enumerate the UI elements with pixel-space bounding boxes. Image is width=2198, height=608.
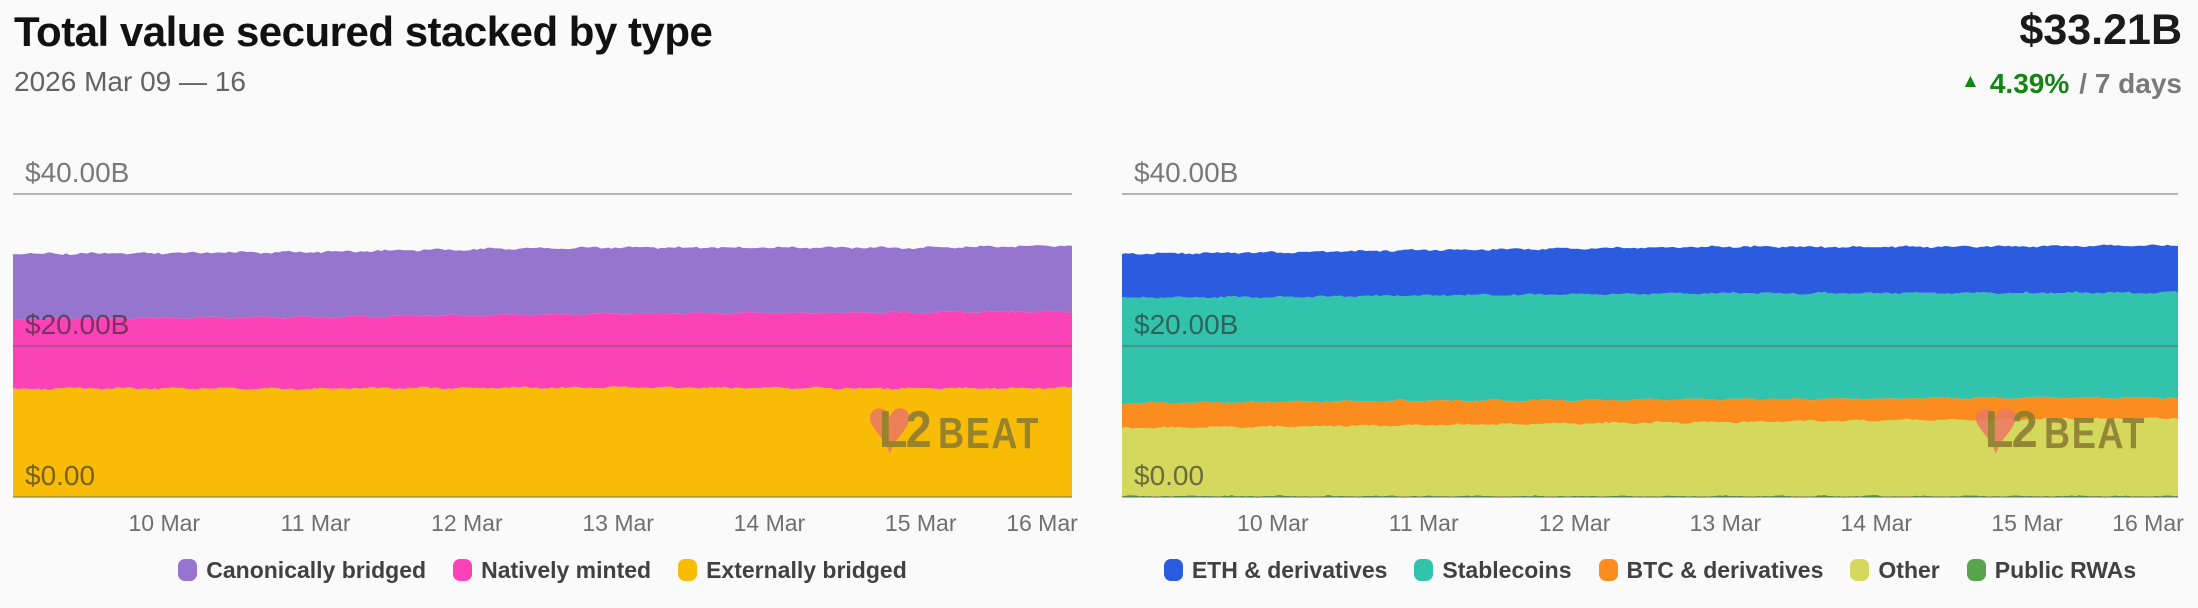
x-axis-label: 13 Mar <box>1689 510 1762 536</box>
area-other <box>1122 417 2178 498</box>
date-range: 2026 Mar 09 — 16 <box>14 66 246 97</box>
x-axis-label: 12 Mar <box>431 510 503 536</box>
legend-label: Other <box>1878 556 1940 583</box>
gridline <box>13 344 1072 347</box>
legend-item-btc-derivatives[interactable]: BTC & derivatives <box>1598 556 1824 584</box>
x-axis-label: 11 Mar <box>1388 510 1459 536</box>
x-axis-label: 13 Mar <box>582 510 654 536</box>
legend-swatch <box>1163 559 1183 581</box>
y-axis-label: $20.00B <box>25 308 130 340</box>
x-axis-label: 10 Mar <box>128 510 201 536</box>
legend-label: BTC & derivatives <box>1626 556 1824 583</box>
asset-category-legend: ETH & derivatives Stablecoins BTC & deriva… <box>1122 548 2178 592</box>
legend-swatch <box>1414 559 1434 581</box>
gridline <box>13 496 1072 498</box>
bridge-type-chart[interactable]: ♥ L2 BEAT $40.00B $20.00B $0.00 10 Mar 11 Ma… <box>13 110 1078 548</box>
legend-swatch <box>453 559 473 581</box>
x-axis-label: 15 Mar <box>1991 510 2063 536</box>
legend-label: Canonically bridged <box>206 556 427 583</box>
x-axis-label: 15 Mar <box>884 510 957 536</box>
legend-item-public-rwas[interactable]: Public RWAs <box>1966 556 2137 584</box>
gridline <box>1122 193 2178 195</box>
legend-item-stablecoins[interactable]: Stablecoins <box>1414 556 1572 584</box>
area-externally-bridged <box>13 386 1072 497</box>
legends-row: Canonically bridged Natively minted Extern… <box>0 548 2198 592</box>
legend-label: Public RWAs <box>1994 556 2137 583</box>
legend-item-other[interactable]: Other <box>1850 556 1940 584</box>
charts-area: ♥ L2 BEAT $40.00B $20.00B $0.00 10 Mar 11 Ma… <box>0 110 2198 548</box>
legend-swatch <box>1966 559 1986 581</box>
x-axis-label: 14 Mar <box>733 510 806 536</box>
area-eth-derivatives <box>1122 244 2178 299</box>
x-axis-label: 11 Mar <box>280 510 351 536</box>
bridge-type-legend: Canonically bridged Natively minted Extern… <box>13 548 1072 592</box>
legend-label: Externally bridged <box>706 556 907 583</box>
x-axis-label: 16 Mar <box>2112 510 2184 536</box>
change-period: / 7 days <box>2079 68 2182 99</box>
x-axis-label: 12 Mar <box>1538 510 1611 536</box>
legend-item-externally-bridged[interactable]: Externally bridged <box>678 557 907 584</box>
legend-label: Natively minted <box>481 556 652 583</box>
trend-up-icon: ▲ <box>1961 71 1980 92</box>
area-btc-derivatives <box>1122 396 2178 429</box>
area-public-rwas <box>1122 494 2178 498</box>
y-axis-label: $20.00B <box>1134 308 1239 340</box>
legend-swatch <box>678 559 698 581</box>
asset-category-chart[interactable]: ♥ L2 BEAT $40.00B $20.00B $0.00 10 Mar 11 Ma… <box>1122 110 2184 548</box>
x-axis-label: 10 Mar <box>1237 510 1309 536</box>
legend-swatch <box>1598 559 1618 581</box>
gridline <box>13 193 1072 195</box>
legend-label: ETH & derivatives <box>1191 556 1388 583</box>
legend-item-eth-derivatives[interactable]: ETH & derivatives <box>1163 556 1388 584</box>
legend-swatch <box>1850 559 1870 581</box>
legend-label: Stablecoins <box>1442 556 1572 583</box>
gridline <box>1122 496 2178 498</box>
area-natively-minted <box>13 310 1072 391</box>
x-axis-label: 16 Mar <box>1006 510 1078 536</box>
area-canonically-bridged <box>13 245 1072 320</box>
change-percent: 4.39% <box>1989 68 2070 99</box>
total-value: $33.21B <box>2019 6 2182 54</box>
y-axis-label: $0.00 <box>1134 460 1205 491</box>
y-axis-label: $0.00 <box>25 460 96 491</box>
legend-swatch <box>178 559 198 581</box>
y-axis-label: $40.00B <box>25 157 130 188</box>
stacked-area-plot[interactable] <box>13 110 1072 510</box>
legend-item-canonically-bridged[interactable]: Canonically bridged <box>178 557 426 584</box>
area-stablecoins <box>1122 291 2178 405</box>
legend-item-natively-minted[interactable]: Natively minted <box>453 557 651 584</box>
stacked-area-plot[interactable] <box>1122 110 2178 510</box>
gridline <box>1122 344 2178 347</box>
y-axis-label: $40.00B <box>1134 157 1239 188</box>
x-axis-label: 14 Mar <box>1840 510 1913 536</box>
change-row: ▲ 4.39% / 7 days <box>1961 68 2182 100</box>
page-title: Total value secured stacked by type <box>14 8 713 55</box>
chart-header: Total value secured stacked by type 2026… <box>0 0 2198 108</box>
